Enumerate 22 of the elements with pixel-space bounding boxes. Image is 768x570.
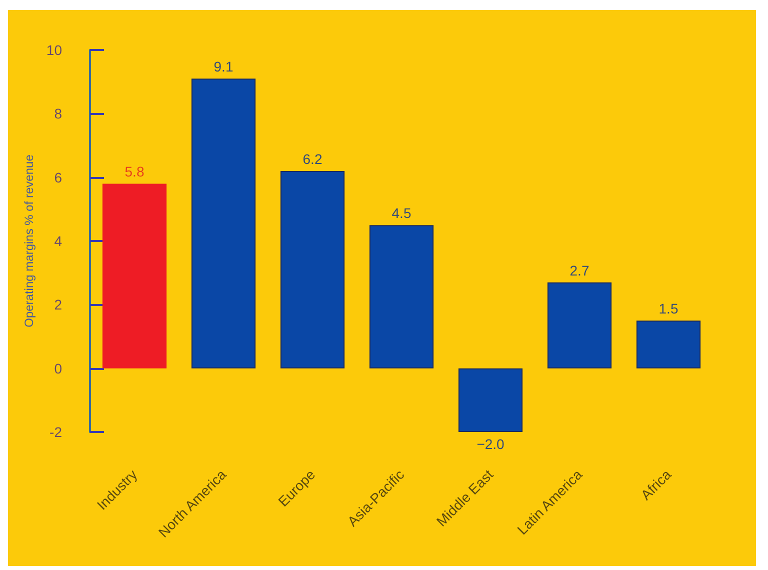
y-tick-label: 8 — [54, 106, 62, 122]
bar — [280, 170, 345, 368]
data-label: 1.5 — [658, 300, 678, 317]
bar — [458, 368, 523, 432]
y-tick-label: 4 — [54, 233, 62, 249]
bar — [369, 225, 434, 368]
data-label: −2.0 — [476, 436, 505, 452]
y-tick-label: 6 — [54, 169, 62, 186]
bar — [191, 78, 256, 368]
data-label: 4.5 — [392, 205, 412, 222]
data-label: 5.8 — [124, 164, 144, 180]
y-tick-label: -2 — [50, 424, 62, 440]
data-label: 9.1 — [214, 58, 234, 75]
data-label: 6.2 — [302, 150, 322, 167]
bar — [547, 282, 612, 368]
y-tick-label: 2 — [54, 296, 62, 313]
bar — [102, 184, 167, 368]
y-axis-title: Operating margins % of revenue — [22, 154, 36, 328]
y-tick-label: 0 — [54, 360, 62, 376]
y-tick-label: 10 — [46, 42, 62, 58]
data-label: 2.7 — [570, 262, 590, 278]
bar — [636, 320, 701, 368]
